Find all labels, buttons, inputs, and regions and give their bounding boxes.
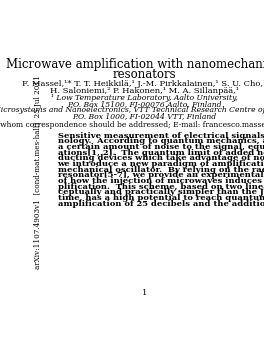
Text: 1: 1 — [142, 289, 147, 297]
Text: H. Saloniemi,² P. Hakonen,¹ M. A. Sillanpää,¹: H. Saloniemi,² P. Hakonen,¹ M. A. Sillan… — [50, 87, 239, 94]
Text: mechanical oscillator.  By relying on the radiation pressure force on a nanomech: mechanical oscillator. By relying on the… — [58, 166, 264, 174]
Text: nology.  According to quantum mechanics, any detector or amplifier is required t: nology. According to quantum mechanics, … — [58, 137, 264, 145]
Text: ceptually and practically simpler than the Josephson junction devices, and, at t: ceptually and practically simpler than t… — [58, 188, 264, 196]
Text: Sensitive measurement of electrical signals is at the heart of modern science an: Sensitive measurement of electrical sign… — [58, 132, 264, 140]
Text: time, has a high potential to reach quantum limited operation.  With a measured : time, has a high potential to reach quan… — [58, 194, 264, 202]
Text: resonators: resonators — [113, 68, 176, 81]
Text: *To whom correspondence should be addressed; E-mail: francesco.massel@aalto.fi.: *To whom correspondence should be addres… — [0, 121, 264, 129]
Text: amplification of 25 decibels and the addition of 20 quanta of noise, we anticipa: amplification of 25 decibels and the add… — [58, 199, 264, 208]
Text: ducting devices which take advantage of nonlinearities in Josephson junctions[3,: ducting devices which take advantage of … — [58, 154, 264, 162]
Text: plification.  This scheme, based on two linear oscillators, has the advantage of: plification. This scheme, based on two l… — [58, 182, 264, 191]
Text: ¹ Low Temperature Laboratory, Aalto University,: ¹ Low Temperature Laboratory, Aalto Univ… — [51, 94, 238, 103]
Text: arXiv:1107.4903v1  [cond-mat.mes-hall]  25 Jul 2011: arXiv:1107.4903v1 [cond-mat.mes-hall] 25… — [34, 75, 42, 269]
Text: ²Microsystems and Nanoelectronics, VTT Technical Research Centre of Finland,: ²Microsystems and Nanoelectronics, VTT T… — [0, 106, 264, 114]
Text: resonator[5-7], we provide an experimental demonstration and an analytical descr: resonator[5-7], we provide an experiment… — [58, 171, 264, 179]
Text: ations[1, 2].  The quantum limit of added noise has nearly been reached with sup: ations[1, 2]. The quantum limit of added… — [58, 149, 264, 157]
Text: we introduce a new paradigm of amplification of microwave signals with the help : we introduce a new paradigm of amplifica… — [58, 160, 264, 168]
Text: P.O. Box 1000, FI-02044 VTT, Finland: P.O. Box 1000, FI-02044 VTT, Finland — [72, 112, 216, 120]
Text: Microwave amplification with nanomechanical: Microwave amplification with nanomechani… — [6, 58, 264, 71]
Text: P.O. Box 15100, FI-00076 Aalto, Finland: P.O. Box 15100, FI-00076 Aalto, Finland — [67, 100, 222, 108]
Text: a certain amount of noise to the signal, equaling at best the energy of quantum : a certain amount of noise to the signal,… — [58, 143, 264, 151]
Text: F. Massel,¹* T. T. Heikkilä,¹ J.-M. Pirkkalainen,¹ S. U. Cho,¹: F. Massel,¹* T. T. Heikkilä,¹ J.-M. Pirk… — [22, 80, 264, 88]
Text: of how the injection of microwaves induces coherent stimulated emission and sign: of how the injection of microwaves induc… — [58, 177, 264, 185]
